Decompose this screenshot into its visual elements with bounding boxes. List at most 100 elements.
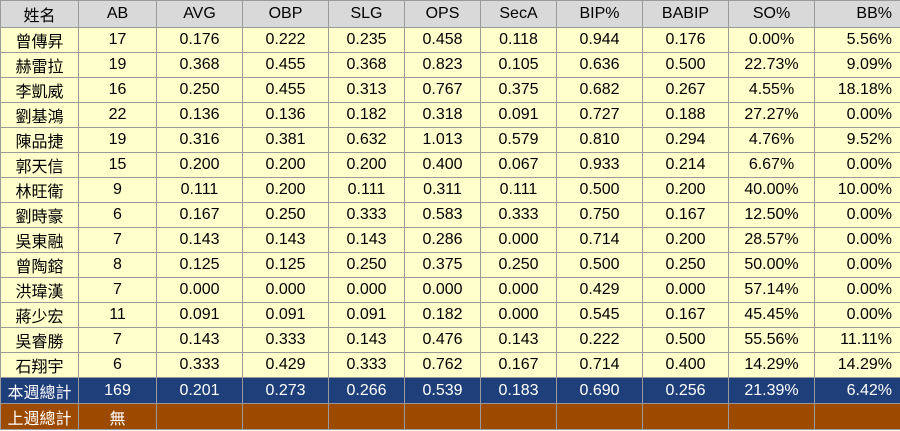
- stat-cell: 0.250: [156, 77, 243, 103]
- stat-cell: 0.125: [156, 252, 243, 278]
- stat-cell: 0.682: [556, 77, 643, 103]
- stat-cell: 0.167: [642, 302, 729, 328]
- player-name-cell: 郭天信: [0, 152, 79, 178]
- stat-cell: 0.333: [328, 352, 405, 378]
- table-row: 陳品捷 19 0.316 0.381 0.632 1.013 0.579 0.810 0.294…: [0, 127, 900, 153]
- stat-cell: 0.111: [480, 177, 557, 203]
- header-row: 姓名 AB AVG OBP SLG OPS SecA BIP% BABIP SO% BB%: [0, 0, 900, 28]
- stat-cell: 57.14%: [728, 277, 815, 303]
- last-week-total-row-cell: [642, 403, 729, 430]
- stat-cell: 0.143: [480, 327, 557, 353]
- stat-cell: 0.750: [556, 202, 643, 228]
- stat-cell: 0.000: [404, 277, 481, 303]
- this-week-total-row-cell: 0.266: [328, 377, 405, 404]
- stat-cell: 0.143: [328, 327, 405, 353]
- stat-cell: 0.500: [642, 327, 729, 353]
- column-header-4: SLG: [328, 0, 405, 28]
- stat-cell: 0.167: [642, 202, 729, 228]
- stat-cell: 0.00%: [814, 152, 900, 178]
- player-name-cell: 林旺衛: [0, 177, 79, 203]
- stat-cell: 0.200: [642, 177, 729, 203]
- stat-cell: 0.500: [556, 177, 643, 203]
- last-week-total-row-cell: [814, 403, 900, 430]
- column-header-5: OPS: [404, 0, 481, 28]
- stat-cell: 0.944: [556, 27, 643, 53]
- stat-cell: 11: [78, 302, 157, 328]
- column-header-10: BB%: [814, 0, 900, 28]
- stat-cell: 0.067: [480, 152, 557, 178]
- table-row: 劉時豪 6 0.167 0.250 0.333 0.583 0.333 0.750 0.167 1…: [0, 202, 900, 228]
- stat-cell: 0.286: [404, 227, 481, 253]
- player-name-cell: 劉基鴻: [0, 102, 79, 128]
- stat-cell: 0.00%: [814, 227, 900, 253]
- table-row: 吳東融 7 0.143 0.143 0.143 0.286 0.000 0.714 0.200 2…: [0, 227, 900, 253]
- last-week-total-row-cell: 上週總計: [0, 403, 79, 430]
- stat-cell: 0.091: [156, 302, 243, 328]
- this-week-total-row-cell: 0.256: [642, 377, 729, 404]
- stat-cell: 0.458: [404, 27, 481, 53]
- stat-cell: 17: [78, 27, 157, 53]
- table-row: 郭天信 15 0.200 0.200 0.200 0.400 0.067 0.933 0.214…: [0, 152, 900, 178]
- stat-cell: 27.27%: [728, 102, 815, 128]
- player-name-cell: 李凱威: [0, 77, 79, 103]
- stat-cell: 0.091: [328, 302, 405, 328]
- stat-cell: 10.00%: [814, 177, 900, 203]
- stat-cell: 0.235: [328, 27, 405, 53]
- stat-cell: 6: [78, 352, 157, 378]
- stat-cell: 55.56%: [728, 327, 815, 353]
- stat-cell: 0.316: [156, 127, 243, 153]
- stat-cell: 0.375: [480, 77, 557, 103]
- stat-cell: 11.11%: [814, 327, 900, 353]
- stat-cell: 0.214: [642, 152, 729, 178]
- stat-cell: 15: [78, 152, 157, 178]
- stat-cell: 16: [78, 77, 157, 103]
- last-week-total-row-cell: [728, 403, 815, 430]
- stat-cell: 0.200: [156, 152, 243, 178]
- stat-cell: 0.222: [556, 327, 643, 353]
- stat-cell: 0.250: [480, 252, 557, 278]
- stat-cell: 0.381: [242, 127, 329, 153]
- stat-cell: 1.013: [404, 127, 481, 153]
- stat-cell: 0.136: [156, 102, 243, 128]
- stat-cell: 0.545: [556, 302, 643, 328]
- column-header-3: OBP: [242, 0, 329, 28]
- player-name-cell: 蔣少宏: [0, 302, 79, 328]
- stat-cell: 0.933: [556, 152, 643, 178]
- last-week-total-row-cell: [328, 403, 405, 430]
- stat-cell: 0.188: [642, 102, 729, 128]
- stat-cell: 9.52%: [814, 127, 900, 153]
- last-week-total-row-cell: [404, 403, 481, 430]
- player-name-cell: 曾陶鎔: [0, 252, 79, 278]
- table-row: 洪瑋漢 7 0.000 0.000 0.000 0.000 0.000 0.429 0.000 5…: [0, 277, 900, 303]
- stat-cell: 14.29%: [814, 352, 900, 378]
- stat-cell: 0.00%: [814, 277, 900, 303]
- table-body: 曾傳昇 17 0.176 0.222 0.235 0.458 0.118 0.944 0.176…: [0, 27, 900, 430]
- last-week-total-row-cell: [156, 403, 243, 430]
- stat-cell: 0.111: [156, 177, 243, 203]
- stat-cell: 0.143: [156, 327, 243, 353]
- stat-cell: 12.50%: [728, 202, 815, 228]
- stat-cell: 0.714: [556, 352, 643, 378]
- this-week-total-row: 本週總計 169 0.201 0.273 0.266 0.539 0.183 0.690 0.2…: [0, 377, 900, 404]
- stat-cell: 4.55%: [728, 77, 815, 103]
- stat-cell: 0.313: [328, 77, 405, 103]
- stat-cell: 0.632: [328, 127, 405, 153]
- player-name-cell: 曾傳昇: [0, 27, 79, 53]
- stat-cell: 40.00%: [728, 177, 815, 203]
- stat-cell: 0.182: [328, 102, 405, 128]
- last-week-total-row-cell: [556, 403, 643, 430]
- table-row: 劉基鴻 22 0.136 0.136 0.182 0.318 0.091 0.727 0.188…: [0, 102, 900, 128]
- table-row: 曾傳昇 17 0.176 0.222 0.235 0.458 0.118 0.944 0.176…: [0, 27, 900, 53]
- stat-cell: 0.000: [242, 277, 329, 303]
- stat-cell: 0.767: [404, 77, 481, 103]
- stat-cell: 0.294: [642, 127, 729, 153]
- player-name-cell: 赫雷拉: [0, 52, 79, 78]
- column-header-7: BIP%: [556, 0, 643, 28]
- stat-cell: 9.09%: [814, 52, 900, 78]
- stat-cell: 0.333: [480, 202, 557, 228]
- last-week-total-row-cell: [480, 403, 557, 430]
- stat-cell: 0.200: [242, 152, 329, 178]
- last-week-total-row-cell: 無: [78, 403, 157, 430]
- this-week-total-row-cell: 169: [78, 377, 157, 404]
- player-name-cell: 吳睿勝: [0, 327, 79, 353]
